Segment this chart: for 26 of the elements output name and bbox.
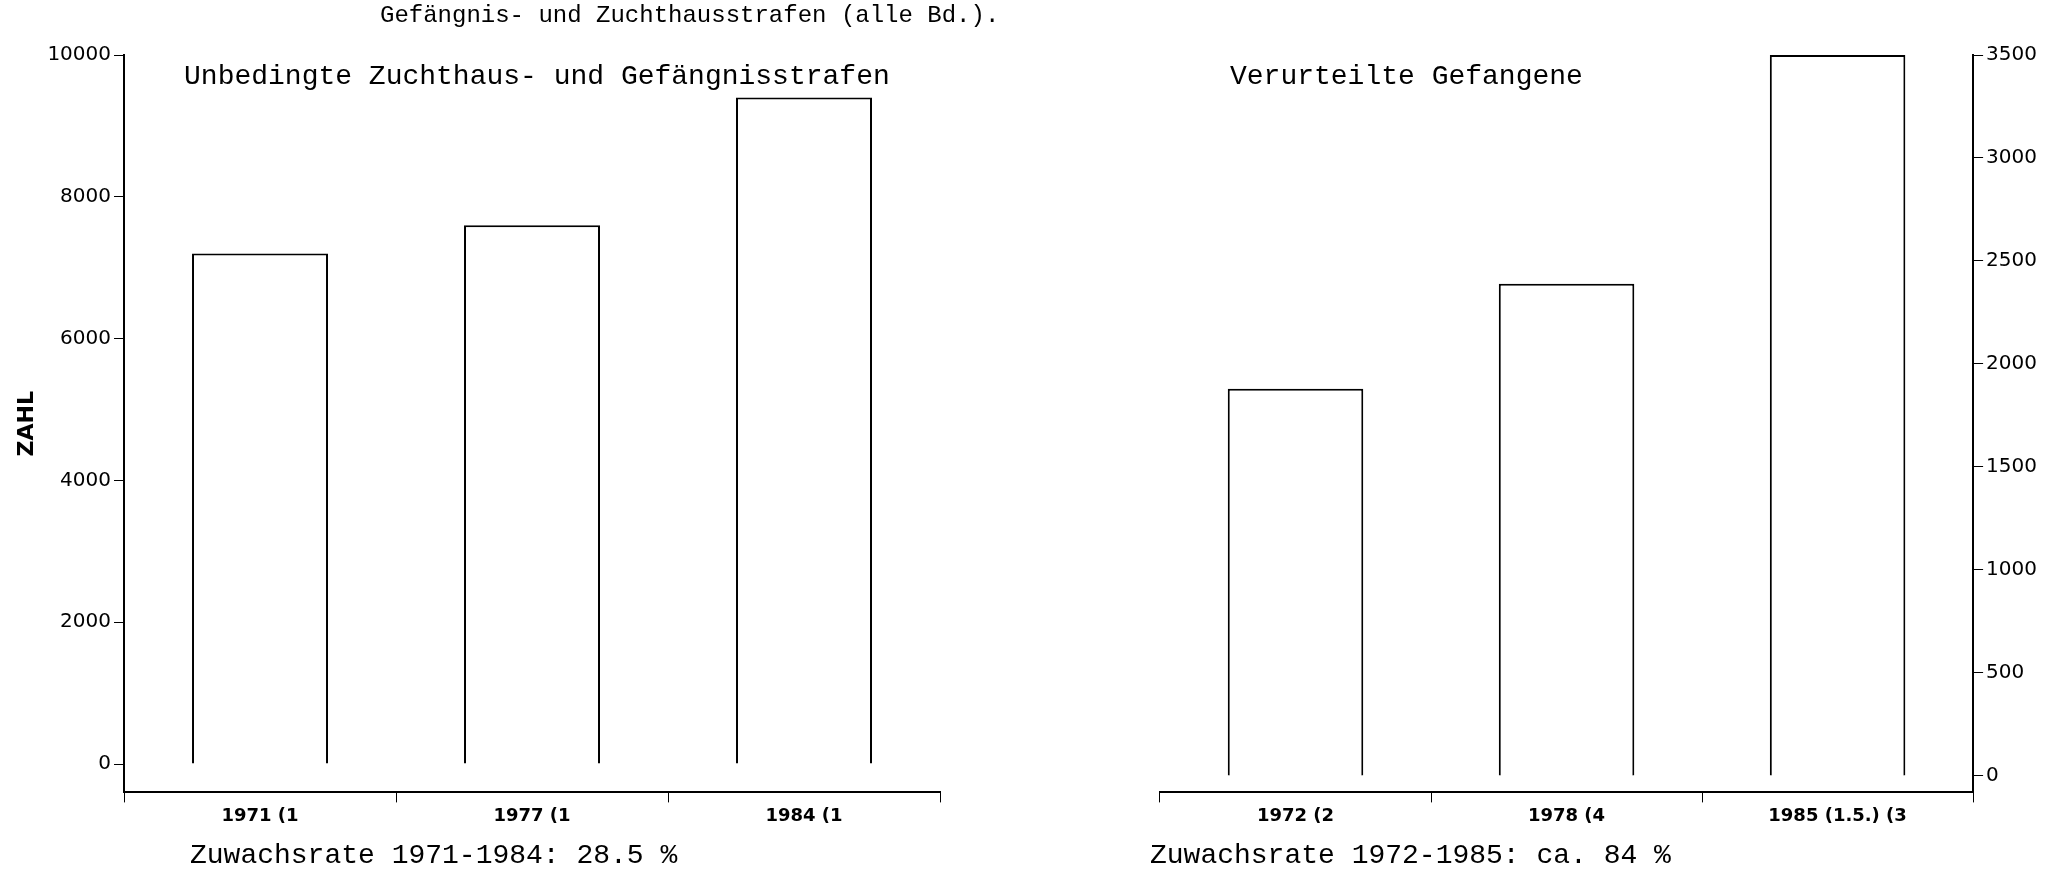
chart-title: Verurteilte Gefangene [1230,61,1583,93]
x-tick-label: 1977 (1 [493,803,571,825]
y2-tick-label: 2500 [1986,247,2038,272]
y2-tick-label: 3000 [1986,144,2038,169]
x-tick-label: 1984 (1 [765,803,843,825]
y2-tick-label: 1000 [1986,556,2038,581]
y2-tick-label: 2000 [1986,350,2038,375]
y-tick-label: 4000 [60,466,112,491]
text: Zuwachsrate 1971-1984: 28.5 % [190,840,678,871]
y2-tick-label: 3500 [1986,41,2038,66]
y-axis-title: ZAHL [12,390,38,457]
y-tick-label: 10000 [47,41,112,66]
y-tick-label: 2000 [60,608,112,633]
text: Zuwachsrate 1972-1985: ca. 84 % [1150,840,1671,871]
x-tick-label: 1972 (2 [1256,803,1335,825]
chart-title: Unbedingte Zuchthaus- und Gefängnisstrafen [184,61,890,93]
y-tick-label: 6000 [60,324,112,349]
x-tick-label: 1971 (1 [221,803,299,825]
chart-subtitle: Gefängnis- und Zuchthausstrafen (alle Bd.). [380,2,1000,29]
x-tick-label: 1978 (4 [1527,803,1606,825]
y2-tick-label: 1500 [1986,453,2038,478]
y-tick-label: 0 [98,750,112,775]
y2-tick-label: 0 [1986,762,1999,787]
y2-tick-label: 500 [1986,659,2025,684]
x-tick-label: 1985 (1.5.) (3 [1768,803,1907,825]
y-tick-label: 8000 [60,183,112,208]
